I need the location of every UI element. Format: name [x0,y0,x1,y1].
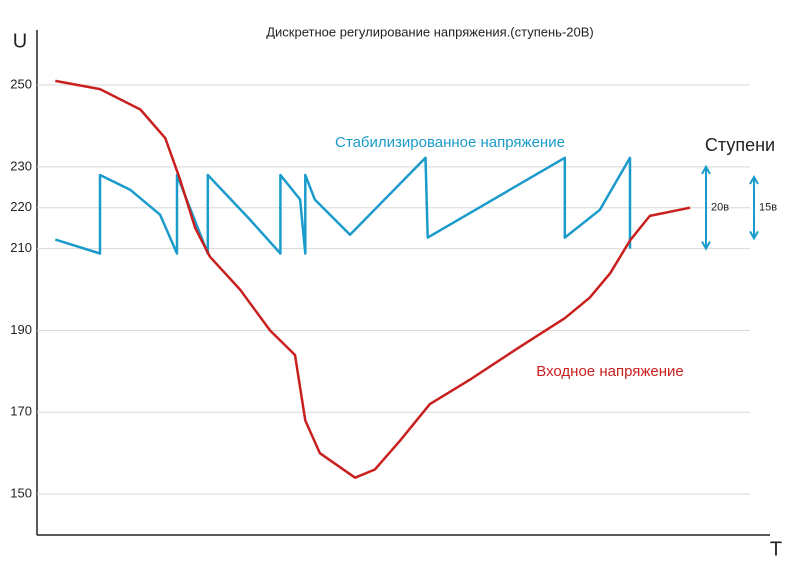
x-axis-label: T [770,538,782,560]
steps-title: Ступени [705,135,775,155]
y-tick-label: 220 [10,199,32,214]
y-tick-label: 150 [10,486,32,501]
y-tick-label: 230 [10,158,32,173]
arrow-head [701,241,711,251]
arrow-head [749,230,759,241]
arrow-head [749,175,759,185]
y-tick-label: 210 [10,240,32,255]
step-label: 20в [711,202,729,214]
y-tick-label: 250 [10,76,32,91]
step-label: 15в [759,202,777,214]
y-tick-label: 170 [10,404,32,419]
series-label: Входное напряжение [536,363,684,380]
series-line [55,79,691,479]
arrow-head [701,164,711,175]
y-tick-label: 190 [10,322,32,337]
series-label: Стабилизированное напряжение [335,134,565,151]
series-line [54,156,632,255]
chart-title: Дискретное регулирование напряжения.(сту… [266,24,594,39]
y-axis-label: U [13,30,27,52]
